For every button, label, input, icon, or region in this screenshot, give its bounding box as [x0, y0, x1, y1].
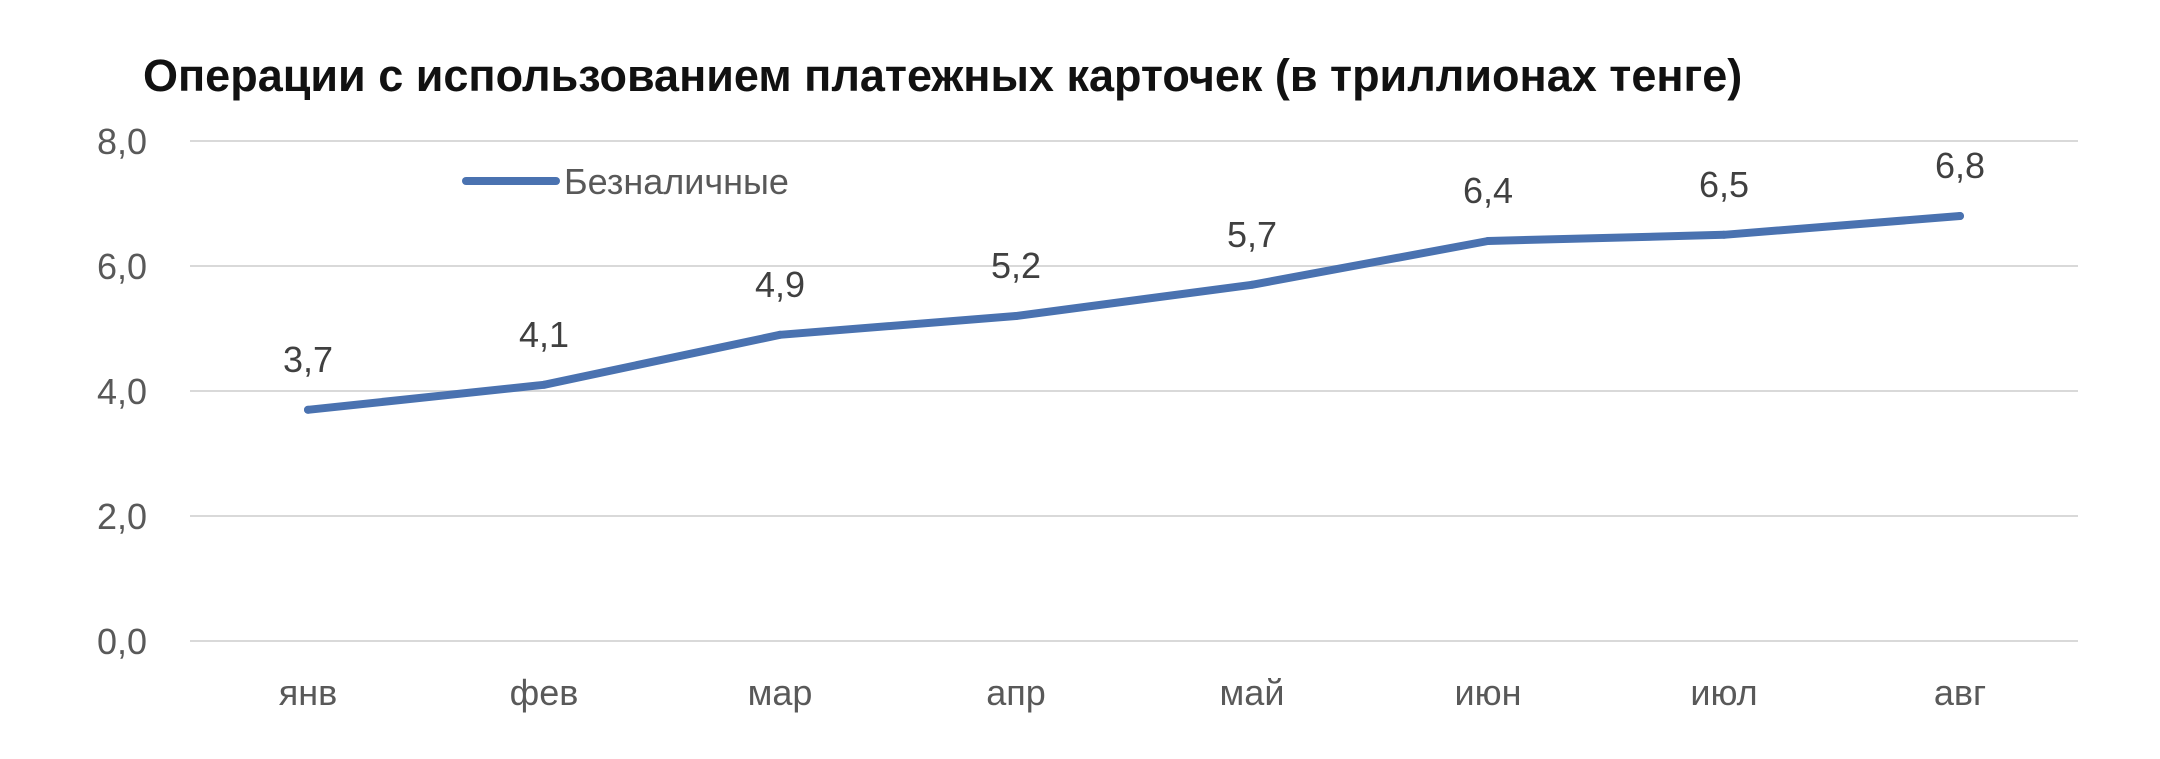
data-point	[1012, 312, 1020, 320]
x-tick-label: июн	[1455, 672, 1522, 713]
data-point	[776, 330, 784, 339]
y-tick-label: 8,0	[97, 121, 147, 162]
chart-title: Операции с использованием платежных карт…	[143, 50, 1742, 101]
series-line	[304, 212, 1964, 414]
legend: Безналичные	[462, 161, 789, 202]
y-tick-label: 0,0	[97, 621, 147, 662]
data-label: 3,7	[283, 339, 333, 380]
series-group	[304, 212, 1964, 414]
data-label: 4,9	[755, 264, 805, 305]
x-tick-label: июл	[1690, 672, 1757, 713]
x-tick-label: авг	[1934, 672, 1986, 713]
x-tick-label: фев	[510, 672, 579, 713]
x-tick-label: мар	[748, 672, 813, 713]
data-label: 5,2	[991, 245, 1041, 286]
data-point	[1720, 230, 1728, 239]
data-label: 6,4	[1463, 170, 1513, 211]
y-tick-label: 6,0	[97, 246, 147, 287]
data-point	[1248, 280, 1256, 289]
x-tick-label: апр	[986, 672, 1046, 713]
legend-label: Безналичные	[564, 161, 789, 202]
data-label: 6,8	[1935, 145, 1985, 186]
data-label: 6,5	[1699, 164, 1749, 205]
x-tick-label: май	[1220, 672, 1285, 713]
data-label: 4,1	[519, 314, 569, 355]
data-point	[1956, 212, 1964, 220]
data-labels: 3,7 4,1 4,9 5,2 5,7 6,4 6,5 6,8	[283, 145, 1985, 380]
data-label: 5,7	[1227, 214, 1277, 255]
data-point	[540, 380, 548, 389]
y-tick-label: 2,0	[97, 496, 147, 537]
y-tick-label: 4,0	[97, 371, 147, 412]
data-point	[304, 405, 312, 414]
x-axis: янв фев мар апр май июн июл авг	[279, 672, 1986, 713]
y-axis: 0,0 2,0 4,0 6,0 8,0	[97, 121, 147, 662]
data-point	[1484, 237, 1492, 245]
x-tick-label: янв	[279, 672, 338, 713]
